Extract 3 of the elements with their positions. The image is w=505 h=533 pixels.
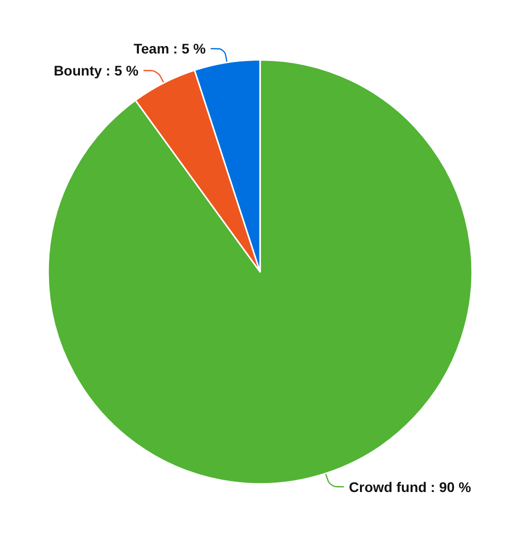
slice-label: Bounty : 5 % [54, 62, 140, 78]
slice-label: Crowd fund : 90 % [348, 478, 472, 495]
slice-label: Team : 5 % [134, 40, 206, 57]
